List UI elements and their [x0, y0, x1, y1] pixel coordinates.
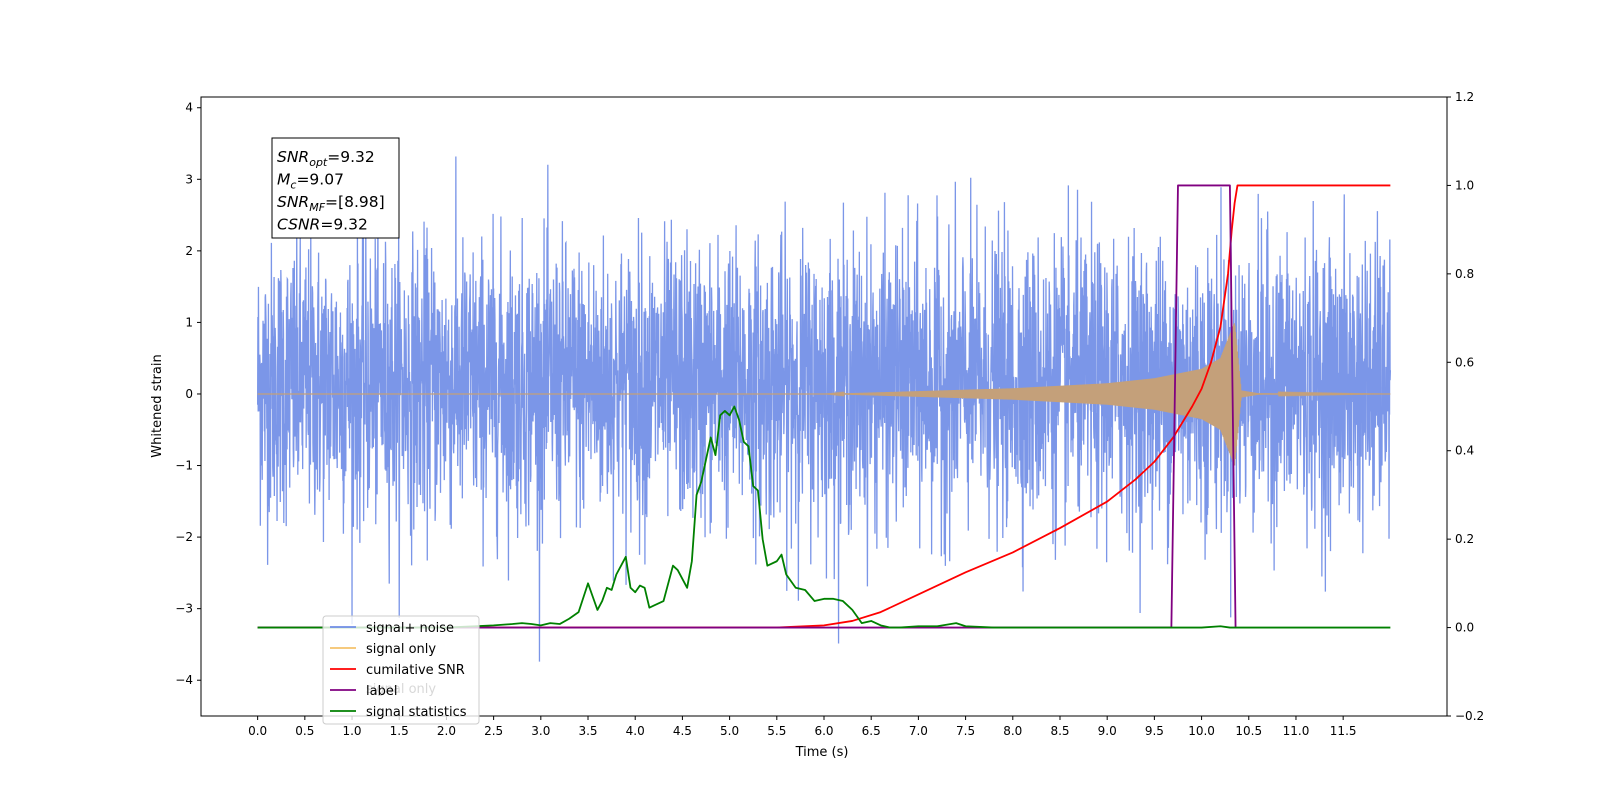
y-tick-label: 4 — [185, 101, 193, 115]
x-tick-label: 6.5 — [862, 724, 881, 738]
annotation-value: =9.32 — [327, 148, 375, 166]
y2-tick-label: 0.8 — [1455, 267, 1474, 281]
annotation-line: Mc=9.07 — [277, 171, 344, 192]
annotation-subscript: opt — [309, 156, 328, 169]
x-tick-label: 8.5 — [1050, 724, 1069, 738]
x-tick-label: 3.0 — [531, 724, 550, 738]
x-tick-label: 1.5 — [390, 724, 409, 738]
series-layer — [256, 156, 1392, 662]
series-signal-only — [257, 323, 1391, 466]
x-tick-label: 6.0 — [814, 724, 833, 738]
x-tick-label: 1.0 — [342, 724, 361, 738]
legend-label: signal only — [366, 642, 436, 657]
legend: signal only signal+ noise signal only cumil… — [322, 615, 480, 725]
y-tick-label: 2 — [185, 244, 193, 258]
annotation-line: SNRMF=[8.98] — [277, 193, 385, 214]
x-tick-label: 0.0 — [248, 724, 267, 738]
legend-label: signal+ noise — [366, 621, 454, 636]
x-tick-label: 11.0 — [1283, 724, 1310, 738]
y-axis-label: Whitened strain — [150, 354, 165, 457]
y-tick-label: −3 — [175, 602, 193, 616]
annotation-value: =[8.98] — [325, 193, 385, 211]
legend-label: signal statistics — [366, 705, 467, 720]
y2-tick-label: 0.4 — [1455, 444, 1474, 458]
y-axis-right: −0.2 0.0 0.2 0.4 0.6 0.8 1.0 1.2 — [1447, 90, 1484, 723]
x-tick-label: 7.0 — [909, 724, 928, 738]
line-trace — [257, 184, 1391, 629]
annotation-symbol: CSNR — [277, 216, 320, 234]
x-axis-label: Time (s) — [795, 745, 849, 760]
x-tick-label: 10.5 — [1235, 724, 1262, 738]
y-tick-label: 3 — [185, 172, 193, 186]
x-tick-label: 3.5 — [578, 724, 597, 738]
series-signal-statistics — [257, 405, 1391, 629]
annotation-subscript: c — [290, 179, 296, 192]
series-cumilative-snr — [257, 184, 1391, 629]
line-trace — [257, 405, 1391, 629]
y-tick-label: −1 — [175, 459, 193, 473]
x-tick-label: 10.0 — [1188, 724, 1215, 738]
x-tick-label: 4.0 — [626, 724, 645, 738]
annotation-subscript: MF — [309, 201, 325, 214]
annotation-symbol: SNR — [277, 148, 309, 166]
annotation-symbol: SNR — [277, 193, 309, 211]
legend-ghost-text: signal only — [366, 682, 436, 697]
x-tick-label: 4.5 — [673, 724, 692, 738]
x-tick-label: 7.5 — [956, 724, 975, 738]
y2-tick-label: 1.0 — [1455, 178, 1474, 192]
x-tick-label: 9.0 — [1098, 724, 1117, 738]
annotation-line: SNRopt=9.32 — [277, 148, 375, 169]
legend-label: cumilative SNR — [366, 663, 465, 678]
x-tick-label: 5.0 — [720, 724, 739, 738]
x-tick-label: 8.0 — [1003, 724, 1022, 738]
annotation-value: =9.07 — [296, 171, 344, 189]
legend-frame — [322, 615, 480, 725]
y-axis-left: −4 −3 −2 −1 0 1 2 3 4 — [175, 101, 201, 687]
legend-label: label — [366, 684, 397, 699]
y2-tick-label: 1.2 — [1455, 90, 1474, 104]
line-trace — [257, 184, 1237, 629]
x-axis: 0.0 0.5 1.0 1.5 2.0 2.5 3.0 3.5 4.0 4.5 5.0 5.5 6.0 6… — [248, 716, 1357, 738]
y-tick-label: −4 — [175, 673, 193, 687]
x-tick-label: 11.5 — [1330, 724, 1357, 738]
y2-tick-label: −0.2 — [1455, 709, 1484, 723]
x-tick-label: 2.5 — [484, 724, 503, 738]
y2-tick-label: 0.2 — [1455, 532, 1474, 546]
annotation-line: CSNR=9.32 — [277, 216, 368, 234]
y2-tick-label: 0.0 — [1455, 621, 1474, 635]
y-tick-label: 0 — [185, 387, 193, 401]
annotation-frame — [271, 137, 400, 239]
chirp-trace — [257, 323, 1391, 466]
y2-tick-label: 0.6 — [1455, 355, 1474, 369]
annotation-value: =9.32 — [320, 216, 368, 234]
y-tick-label: −2 — [175, 530, 193, 544]
x-tick-label: 2.0 — [437, 724, 456, 738]
y-tick-label: 1 — [185, 315, 193, 329]
annotation-symbol: M — [277, 171, 290, 189]
x-tick-label: 5.5 — [767, 724, 786, 738]
series-label — [257, 184, 1237, 629]
x-tick-label: 9.5 — [1145, 724, 1164, 738]
x-tick-label: 0.5 — [295, 724, 314, 738]
